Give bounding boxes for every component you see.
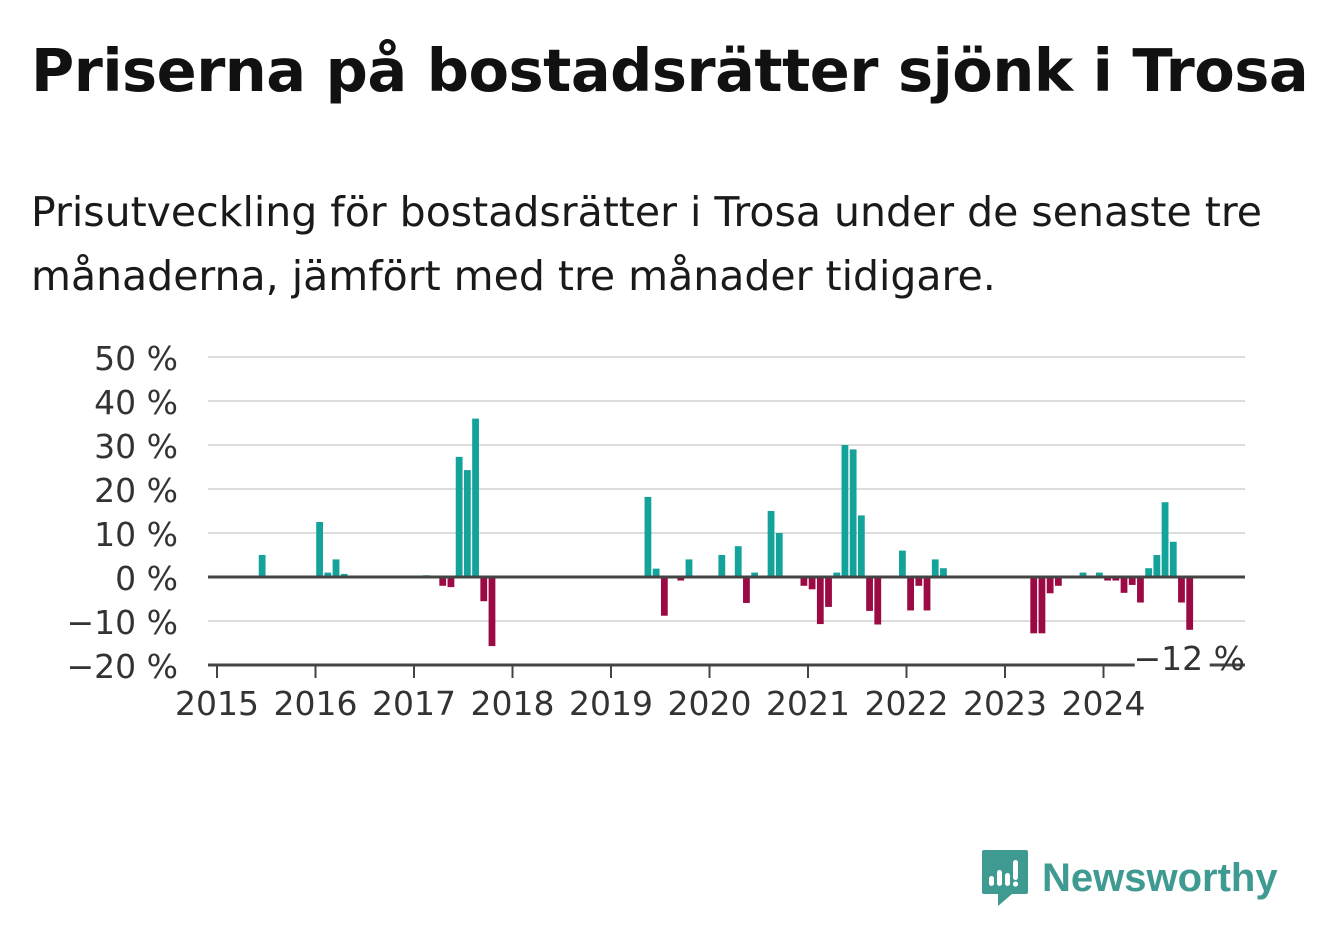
bar <box>923 577 931 611</box>
bar <box>808 577 816 590</box>
brand-logo: Newsworthy <box>980 848 1278 908</box>
bar <box>898 550 906 577</box>
bar <box>324 572 332 577</box>
bar <box>488 577 496 647</box>
bar <box>775 533 783 577</box>
bar <box>463 470 471 577</box>
newsworthy-logo-icon <box>982 850 1028 906</box>
bar <box>332 559 340 577</box>
y-tick-label: 0 % <box>115 559 178 598</box>
y-tick-label: 30 % <box>94 427 178 466</box>
bar <box>1046 577 1054 594</box>
bar <box>800 577 808 586</box>
bar <box>931 559 939 577</box>
bar <box>1079 572 1087 577</box>
bar <box>677 577 685 581</box>
bar <box>907 577 915 611</box>
bar <box>455 456 463 577</box>
bar <box>447 577 455 588</box>
bar <box>849 449 857 577</box>
bar <box>1145 568 1153 577</box>
bar <box>915 577 923 586</box>
bar <box>1112 577 1120 581</box>
chart-subtitle: Prisutveckling för bostadsrätter i Trosa… <box>31 188 1263 300</box>
y-tick-label: 10 % <box>94 515 178 554</box>
bar <box>258 555 266 577</box>
bar <box>1104 577 1112 581</box>
bar <box>1161 502 1169 577</box>
x-tick-label: 2023 <box>963 684 1047 723</box>
bar <box>1030 577 1038 634</box>
bar <box>1128 577 1136 585</box>
y-tick-label: 40 % <box>94 383 178 422</box>
x-tick-label: 2017 <box>372 684 456 723</box>
y-tick-label: −10 % <box>67 603 179 642</box>
bar <box>652 568 660 577</box>
bar <box>751 572 759 577</box>
bar <box>1095 572 1103 577</box>
bar <box>718 555 726 577</box>
brand-name: Newsworthy <box>1042 855 1278 900</box>
bar <box>439 577 447 586</box>
x-tick-label: 2020 <box>668 684 752 723</box>
bar <box>480 577 488 602</box>
bar <box>1120 577 1128 593</box>
last-value-label: −12 % <box>1134 639 1246 678</box>
bar <box>660 577 668 616</box>
bar <box>644 496 652 577</box>
bar <box>833 572 841 577</box>
x-tick-label: 2015 <box>175 684 259 723</box>
bar <box>816 577 824 625</box>
bar-chart: 50 % 40 % 30 % 20 % 10 % 0 % −10 % −20 %2015 201… <box>67 339 1246 723</box>
bar <box>767 511 775 577</box>
x-tick-label: 2022 <box>865 684 949 723</box>
bar <box>1137 577 1144 603</box>
bar <box>1178 577 1185 603</box>
chart-title: Priserna på bostadsrätter sjönk i Trosa <box>31 36 1309 105</box>
x-tick-label: 2021 <box>766 684 850 723</box>
bar <box>825 577 832 607</box>
x-tick-label: 2019 <box>569 684 653 723</box>
bar <box>743 577 750 603</box>
bar <box>857 515 865 577</box>
y-tick-label: 20 % <box>94 471 178 510</box>
bar <box>685 559 693 577</box>
bar <box>316 522 324 577</box>
bar <box>841 445 849 577</box>
bar <box>1054 577 1062 586</box>
bar <box>1038 577 1046 634</box>
bar <box>1169 541 1177 577</box>
bar <box>940 568 947 577</box>
bar <box>1153 555 1161 577</box>
y-tick-label: 50 % <box>94 339 178 378</box>
bar <box>1186 577 1194 630</box>
bar <box>734 546 742 577</box>
y-tick-label: −20 % <box>67 647 179 686</box>
x-tick-label: 2016 <box>274 684 358 723</box>
x-tick-label: 2018 <box>471 684 555 723</box>
bar <box>340 573 348 577</box>
bar <box>874 577 882 625</box>
bar <box>866 577 873 611</box>
x-tick-label: 2024 <box>1062 684 1146 723</box>
bar <box>472 418 479 577</box>
